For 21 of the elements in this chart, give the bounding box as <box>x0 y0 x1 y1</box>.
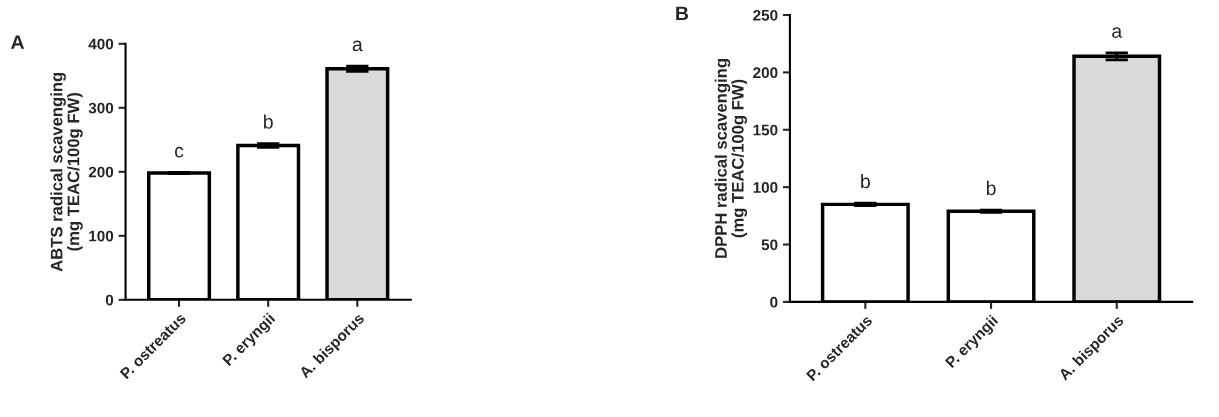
y-tick-label: 100 <box>753 182 778 193</box>
y-tick-label: 0 <box>770 296 778 308</box>
y-tick-label: 400 <box>88 38 114 50</box>
y-tick-label: 200 <box>88 166 114 178</box>
annotation: a <box>1112 27 1123 38</box>
y-axis-title: DPPH radical scavenging (mg TEAC/100g FW) <box>714 59 748 258</box>
y-tick-label: 150 <box>753 124 778 136</box>
annotation: b <box>861 173 870 189</box>
y-tick-label: 50 <box>761 239 778 251</box>
annotation: b <box>986 180 996 196</box>
y-axis-title: ABTS radical scavenging (mg TEAC/100g FW) <box>50 72 83 272</box>
annotation: c <box>175 146 184 158</box>
y-tick-label: 0 <box>105 294 114 306</box>
y-tick-label: 250 <box>753 9 778 21</box>
annotation: b <box>264 114 273 129</box>
annotation: a <box>352 40 363 52</box>
chart-title: B <box>676 6 689 21</box>
y-tick-label: 300 <box>88 102 114 114</box>
y-tick-label: 100 <box>89 230 114 242</box>
y-tick-label: 200 <box>753 67 778 79</box>
chart-title: A <box>11 35 25 49</box>
